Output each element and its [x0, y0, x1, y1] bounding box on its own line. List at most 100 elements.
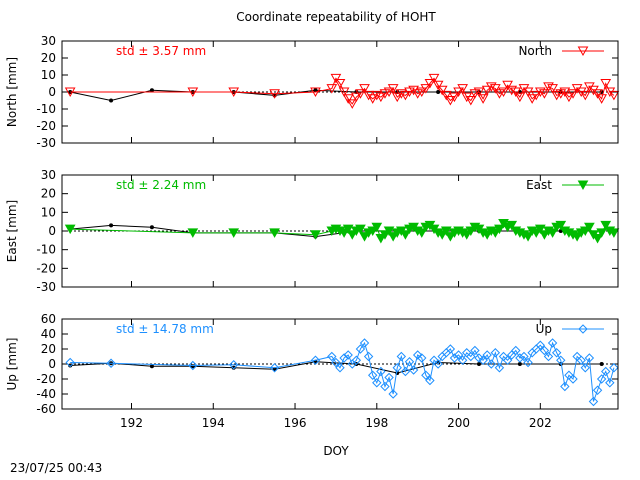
up-data-point — [584, 353, 595, 363]
chart-title: Coordinate repeatability of HOHT — [236, 10, 436, 24]
up-data-point — [556, 355, 566, 365]
north-data-point — [424, 79, 436, 89]
up-data-point — [400, 366, 411, 377]
north-data-point — [375, 92, 387, 103]
north-data-point — [395, 89, 407, 99]
x-tick-label: 196 — [284, 416, 307, 430]
up-data-point — [490, 348, 501, 358]
north-data-point — [584, 82, 595, 92]
up-ytick-label: 60 — [41, 312, 56, 326]
up-data-point — [355, 344, 366, 354]
north-data-point — [485, 82, 497, 92]
up-data-point — [457, 355, 468, 365]
north-data-point — [571, 84, 583, 94]
north-data-point — [498, 87, 509, 98]
north-data-point — [428, 73, 440, 84]
north-data-point — [473, 87, 485, 98]
up-reference-point — [68, 363, 73, 368]
up-data-point — [372, 378, 382, 388]
north-data-point — [408, 85, 419, 96]
east-ytick-label: 10 — [41, 205, 56, 219]
up-data-point — [388, 389, 398, 399]
north-legend-label: North — [518, 44, 552, 58]
up-data-point — [588, 396, 599, 407]
north-data-point — [579, 90, 591, 101]
east-data-point — [269, 228, 280, 238]
north-data-point — [588, 85, 599, 96]
up-data-point — [65, 357, 75, 368]
up-data-point — [494, 363, 505, 373]
up-ytick-label: -20 — [36, 372, 56, 386]
up-data-point — [106, 358, 116, 368]
north-data-point — [502, 80, 513, 91]
up-data-point — [470, 345, 480, 356]
north-data-point — [543, 82, 554, 92]
up-std-label: std ± 14.78 mm — [116, 322, 214, 336]
north-data-point — [367, 94, 379, 104]
up-data-point — [482, 350, 492, 360]
east-data-point — [400, 230, 411, 240]
up-data-point — [539, 345, 550, 356]
north-data-point — [387, 84, 399, 94]
north-data-point — [559, 87, 571, 98]
x-axis-title: DOY — [323, 444, 349, 458]
up-data-point — [609, 363, 619, 373]
north-data-point — [514, 92, 526, 103]
east-data-point — [310, 230, 321, 240]
up-data-point — [474, 353, 484, 363]
up-data-point — [551, 348, 562, 358]
north-ytick-label: 0 — [48, 85, 56, 99]
north-data-point — [526, 94, 538, 104]
north-data-point — [522, 87, 534, 98]
east-ytick-label: -20 — [36, 261, 56, 275]
timestamp-footer: 23/07/25 00:43 — [10, 461, 103, 475]
up-legend-label: Up — [536, 322, 552, 336]
north-data-point — [338, 87, 350, 98]
north-data-point — [187, 87, 199, 98]
north-ytick-label: 20 — [41, 51, 56, 65]
north-data-point — [445, 96, 456, 106]
north-ytick-label: -20 — [36, 119, 56, 133]
up-data-point — [486, 359, 496, 369]
north-reference-point — [109, 98, 114, 103]
east-data-point — [494, 224, 505, 235]
north-data-point — [334, 79, 346, 89]
east-data-point — [342, 224, 354, 235]
north-data-point — [400, 90, 411, 101]
east-data-point — [187, 228, 199, 238]
up-data-point — [331, 357, 341, 368]
north-data-point — [608, 90, 620, 101]
up-reference-point — [599, 362, 604, 366]
up-ytick-label: 20 — [41, 342, 56, 356]
north-data-point — [420, 84, 432, 94]
east-legend-label: East — [526, 178, 552, 192]
up-data-point — [392, 363, 402, 373]
up-data-point — [502, 355, 513, 365]
north-data-point — [461, 92, 473, 103]
up-data-point — [363, 351, 374, 362]
north-data-point — [465, 96, 477, 106]
up-data-point — [576, 355, 586, 365]
up-data-point — [478, 355, 488, 365]
up-data-point — [367, 370, 378, 380]
up-data-point — [417, 353, 427, 363]
north-data-point — [477, 94, 489, 104]
north-reference-point — [149, 88, 154, 93]
north-data-point — [371, 90, 383, 101]
north-plot-frame — [61, 40, 619, 144]
up-data-point — [568, 374, 578, 384]
east-data-point — [64, 224, 76, 235]
north-y-axis-title: North [mm] — [5, 57, 19, 127]
east-ytick-label: 0 — [48, 224, 56, 238]
north-data-point — [506, 85, 518, 96]
north-ytick-label: -30 — [36, 136, 56, 150]
north-data-point — [416, 87, 428, 98]
north-data-point — [436, 85, 448, 96]
up-data-point — [310, 355, 321, 365]
north-data-point — [363, 90, 374, 101]
up-data-point — [380, 381, 390, 392]
up-data-point — [445, 344, 456, 354]
up-data-point — [433, 359, 443, 369]
east-y-axis-title: East [mm] — [5, 200, 19, 262]
